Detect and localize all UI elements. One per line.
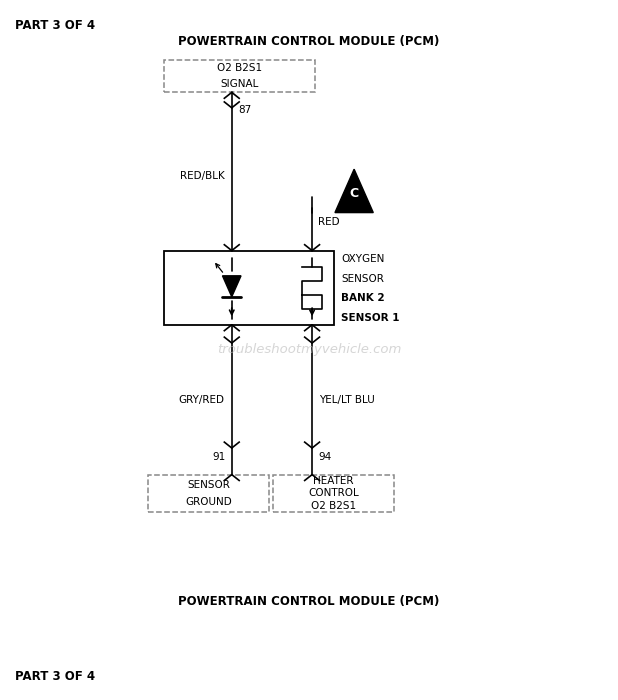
- Text: OXYGEN: OXYGEN: [341, 254, 384, 264]
- Text: HEATER: HEATER: [313, 476, 354, 486]
- Polygon shape: [222, 276, 241, 297]
- Text: RED/BLK: RED/BLK: [180, 172, 224, 181]
- Text: PART 3 OF 4: PART 3 OF 4: [15, 19, 96, 32]
- Text: SENSOR: SENSOR: [187, 480, 230, 490]
- Text: 94: 94: [318, 452, 331, 462]
- Text: POWERTRAIN CONTROL MODULE (PCM): POWERTRAIN CONTROL MODULE (PCM): [179, 596, 439, 608]
- Text: GRY/RED: GRY/RED: [179, 395, 224, 405]
- Text: troubleshootmyvehicle.com: troubleshootmyvehicle.com: [217, 344, 401, 356]
- Bar: [148, 475, 269, 512]
- Text: 91: 91: [213, 452, 226, 462]
- Text: SENSOR: SENSOR: [341, 274, 384, 284]
- Polygon shape: [335, 169, 373, 213]
- Text: C: C: [350, 188, 358, 200]
- Text: YEL/LT BLU: YEL/LT BLU: [320, 395, 375, 405]
- Text: 87: 87: [238, 105, 251, 115]
- Bar: [164, 251, 334, 325]
- Text: SENSOR 1: SENSOR 1: [341, 313, 400, 323]
- Text: SIGNAL: SIGNAL: [220, 79, 259, 90]
- Text: PART 3 OF 4: PART 3 OF 4: [15, 669, 96, 682]
- Text: CONTROL: CONTROL: [308, 489, 359, 498]
- Text: POWERTRAIN CONTROL MODULE (PCM): POWERTRAIN CONTROL MODULE (PCM): [179, 36, 439, 48]
- Text: RED: RED: [318, 217, 340, 227]
- Text: GROUND: GROUND: [185, 497, 232, 507]
- Text: O2 B2S1: O2 B2S1: [311, 501, 357, 511]
- Text: BANK 2: BANK 2: [341, 293, 385, 303]
- Bar: [273, 475, 394, 512]
- Text: O2 B2S1: O2 B2S1: [217, 62, 262, 73]
